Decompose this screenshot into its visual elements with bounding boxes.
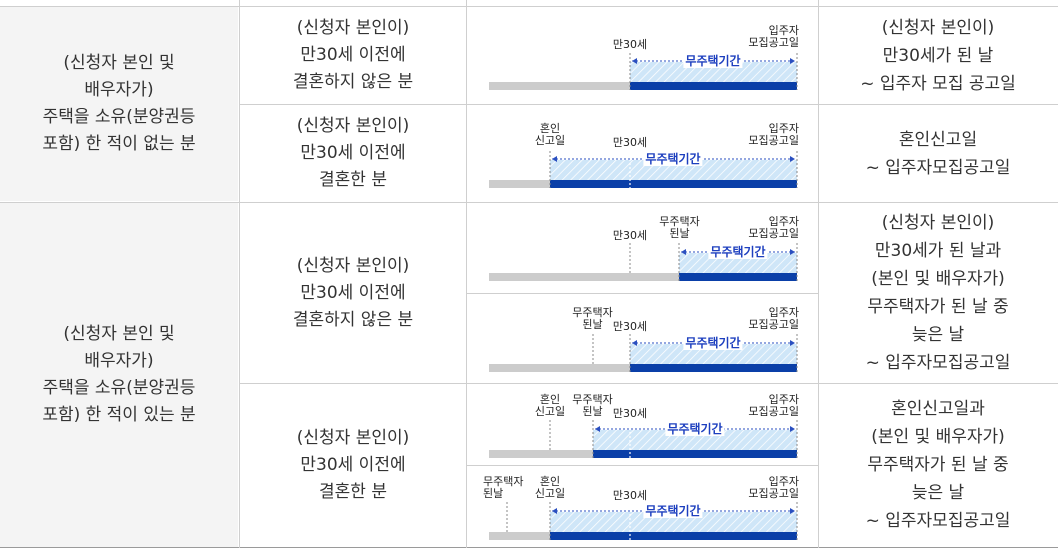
announcement-label: 입주자 모집공고일: [748, 122, 799, 147]
homeless-label: 무주택자 된날: [572, 393, 613, 418]
period-cell-3: (신청자 본인이) 만30세가 된 날과 (본인 및 배우자가) 무주택자가 된…: [818, 203, 1058, 383]
homeless-label: 무주택자 된날: [659, 215, 700, 240]
table-top-line: [0, 6, 1058, 7]
col-line-3: [818, 0, 819, 548]
age30-label: 만30세: [612, 38, 648, 51]
period-text-1: (신청자 본인이) 만30세가 된 날 ~ 입주자 모집 공고일: [860, 17, 1016, 94]
period-text-4: 혼인신고일과 (본인 및 배우자가) 무주택자가 된 날 중 늦은 날 ~ 입주…: [865, 399, 1011, 531]
period-label: 무주택기간: [643, 504, 703, 518]
announcement-label: 입주자 모집공고일: [748, 475, 799, 500]
marriage-label: 혼인 신고일: [534, 393, 566, 418]
timeline-graphic-1: [489, 53, 798, 90]
sub-divider-b: [467, 465, 818, 466]
condition-text-1: (신청자 본인이) 만30세 이전에 결혼하지 않은 분: [292, 18, 414, 92]
period-label: 무주택기간: [683, 336, 743, 350]
col-line-2: [466, 0, 467, 548]
marriage-label: 혼인 신고일: [534, 475, 566, 500]
period-text-2: 혼인신고일 ~ 입주자모집공고일: [865, 129, 1011, 178]
condition-text-4: (신청자 본인이) 만30세 이전에 결혼한 분: [296, 427, 410, 502]
timeline-diagram-3b: 무주택자 된날 만30세 입주자 모집공고일 무주택기간: [467, 294, 818, 383]
age30-label: 만30세: [612, 136, 648, 149]
row-divider-3: [240, 383, 1058, 384]
announcement-label: 입주자 모집공고일: [748, 215, 799, 240]
condition-cell-2: (신청자 본인이) 만30세 이전에 결혼한 분: [240, 105, 466, 202]
period-cell-4: 혼인신고일과 (본인 및 배우자가) 무주택자가 된 날 중 늦은 날 ~ 입주…: [818, 383, 1058, 547]
homeless-label: 무주택자 된날: [483, 475, 524, 500]
condition-cell-4: (신청자 본인이) 만30세 이전에 결혼한 분: [240, 383, 466, 547]
timeline-diagram-2: 혼인 신고일 만30세 입주자 모집공고일 무주택기간: [467, 105, 818, 202]
sub-divider-a: [467, 293, 818, 294]
timeline-diagram-3a: 만30세 무주택자 된날 입주자 모집공고일 무주택기간: [467, 203, 818, 293]
condition-text-3: (신청자 본인이) 만30세 이전에 결혼하지 않은 분: [292, 255, 414, 330]
timeline-diagram-4b: 무주택자 된날 혼인 신고일 만30세 입주자 모집공고일 무주택기간: [467, 466, 818, 547]
period-label: 무주택기간: [665, 422, 725, 436]
col-line-1: [239, 0, 240, 548]
condition-text-2: (신청자 본인이) 만30세 이전에 결혼한 분: [296, 116, 410, 190]
period-label: 무주택기간: [708, 245, 768, 259]
condition-cell-3: (신청자 본인이) 만30세 이전에 결혼하지 않은 분: [240, 203, 466, 383]
group-divider: [0, 202, 1058, 203]
period-label: 무주택기간: [683, 54, 743, 68]
timeline-diagram-1: 만30세 입주자 모집공고일 무주택기간: [467, 7, 818, 104]
age30-label: 만30세: [612, 489, 648, 502]
row-divider-1: [240, 104, 1058, 105]
announcement-label: 입주자 모집공고일: [748, 24, 799, 49]
age30-label: 만30세: [612, 229, 648, 242]
age30-label: 만30세: [612, 407, 648, 420]
marriage-label: 혼인 신고일: [534, 122, 566, 147]
period-label: 무주택기간: [643, 152, 703, 166]
timeline-diagram-4a: 혼인 신고일 무주택자 된날 만30세 입주자 모집공고일 무주택기간: [467, 384, 818, 465]
age30-label: 만30세: [612, 320, 648, 333]
group-cell-had-home: (신청자 본인 및 배우자가) 주택을 소유(분양권등 포함) 한 적이 있는 …: [0, 203, 238, 547]
condition-cell-1: (신청자 본인이) 만30세 이전에 결혼하지 않은 분: [240, 7, 466, 104]
homeless-label: 무주택자 된날: [572, 306, 613, 331]
period-cell-1: (신청자 본인이) 만30세가 된 날 ~ 입주자 모집 공고일: [818, 7, 1058, 104]
period-cell-2: 혼인신고일 ~ 입주자모집공고일: [818, 105, 1058, 202]
timeline-graphic-2: [489, 151, 798, 188]
table-bottom-line: [0, 547, 1058, 548]
announcement-label: 입주자 모집공고일: [748, 306, 799, 331]
group-cell-no-home: (신청자 본인 및 배우자가) 주택을 소유(분양권등 포함) 한 적이 없는 …: [0, 7, 238, 201]
group-label-no-home: (신청자 본인 및 배우자가) 주택을 소유(분양권등 포함) 한 적이 없는 …: [42, 53, 196, 154]
group-label-had-home: (신청자 본인 및 배우자가) 주택을 소유(분양권등 포함) 한 적이 있는 …: [42, 324, 196, 425]
announcement-label: 입주자 모집공고일: [748, 393, 799, 418]
period-text-3: (신청자 본인이) 만30세가 된 날과 (본인 및 배우자가) 무주택자가 된…: [865, 213, 1011, 373]
